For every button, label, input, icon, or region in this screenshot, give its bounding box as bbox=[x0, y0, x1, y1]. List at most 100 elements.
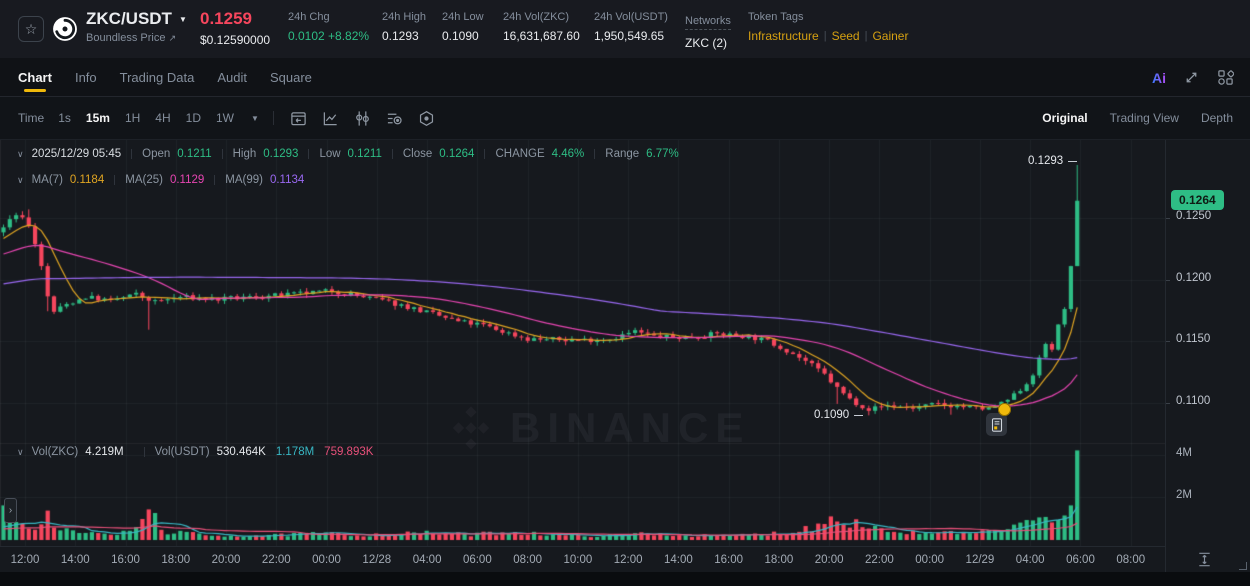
time-tick-label: 12/28 bbox=[362, 554, 392, 566]
time-tick-label: 20:00 bbox=[814, 554, 844, 566]
indicator-settings-icon[interactable] bbox=[386, 110, 403, 127]
price-tick-mark bbox=[1166, 218, 1170, 219]
tab-chart[interactable]: Chart bbox=[18, 58, 52, 96]
last-price-badge: 0.1264 bbox=[1171, 190, 1224, 210]
pair-name: ZKC/USDT bbox=[86, 9, 172, 28]
time-tick-label: 22:00 bbox=[865, 554, 894, 566]
time-tick-label: 22:00 bbox=[261, 554, 291, 566]
coin-logo bbox=[52, 16, 78, 42]
time-tick-label: 16:00 bbox=[714, 554, 744, 566]
price-tick-mark bbox=[1166, 341, 1170, 342]
last-price-usd: $0.12590000 bbox=[200, 33, 271, 47]
event-marker-dot[interactable] bbox=[998, 403, 1011, 416]
chevron-down-icon: ▼ bbox=[178, 14, 187, 24]
ai-assistant-icon[interactable]: Ai bbox=[1152, 69, 1166, 86]
time-tick-label: 04:00 bbox=[1015, 554, 1045, 566]
tab-audit[interactable]: Audit bbox=[217, 69, 247, 85]
time-tick-label: 12/29 bbox=[965, 554, 995, 566]
tab-trading-data[interactable]: Trading Data bbox=[119, 69, 195, 85]
stat-24h-vol-zkc: 24h Vol(ZKC) 16,631,687.60 bbox=[503, 11, 580, 43]
resize-corner-handle[interactable] bbox=[1239, 562, 1247, 570]
time-tick-label: 08:00 bbox=[1116, 554, 1146, 566]
time-tick-label: 14:00 bbox=[663, 554, 693, 566]
volume-tick-label: 2M bbox=[1176, 489, 1192, 501]
pair-header: ☆ ZKC/USDT ▼ Boundless Price ↗ 0.1259 $0… bbox=[0, 0, 1250, 58]
axis-autofit-icon[interactable] bbox=[1196, 551, 1213, 573]
tab-square[interactable]: Square bbox=[269, 69, 312, 85]
price-tick-mark bbox=[1166, 403, 1170, 404]
networks-info: Networks ZKC (2) bbox=[685, 15, 731, 50]
candlestick-chart-canvas[interactable] bbox=[0, 140, 1165, 546]
stat-24h-low: 24h Low 0.1090 bbox=[442, 11, 484, 43]
interval-15m[interactable]: 15m bbox=[85, 111, 110, 125]
pane-expand-button[interactable]: › bbox=[4, 498, 17, 523]
time-tick-label: 16:00 bbox=[111, 554, 140, 566]
view-depth[interactable]: Depth bbox=[1200, 111, 1233, 125]
time-tick-label: 04:00 bbox=[412, 554, 442, 566]
chart-toolbar: Time 1s 15m 1H 4H 1D 1W ▼ Original Tradi… bbox=[0, 97, 1250, 140]
star-icon: ☆ bbox=[24, 20, 38, 37]
bottom-panel-edge bbox=[0, 572, 1250, 586]
stat-24h-high: 24h High 0.1293 bbox=[382, 11, 427, 43]
interval-4h[interactable]: 4H bbox=[155, 111, 171, 125]
news-event-icon[interactable] bbox=[986, 413, 1007, 436]
tab-info[interactable]: Info bbox=[74, 69, 97, 85]
price-tick-label: 0.1150 bbox=[1176, 333, 1211, 346]
widgets-grid-icon[interactable] bbox=[1217, 69, 1234, 86]
section-tabs: Chart Info Trading Data Audit Square bbox=[0, 58, 1250, 97]
price-tick-mark bbox=[1166, 280, 1170, 281]
jump-to-date-icon[interactable] bbox=[290, 110, 307, 127]
time-axis[interactable]: 12:00 14:00 16:00 18:00 20:00 22:00 00:00 12/28… bbox=[0, 546, 1165, 572]
time-tick-label: 00:00 bbox=[915, 554, 945, 566]
collapse-ma-icon[interactable]: ∨ bbox=[17, 174, 24, 185]
time-tick-label: 14:00 bbox=[60, 554, 90, 566]
tag-infrastructure[interactable]: Infrastructure bbox=[748, 29, 819, 43]
price-tick-label: 0.1200 bbox=[1176, 271, 1212, 284]
time-tick-label: 00:00 bbox=[312, 554, 341, 566]
chart-settings-icon[interactable] bbox=[418, 110, 435, 127]
view-original[interactable]: Original bbox=[1042, 111, 1088, 125]
collapse-ohlc-icon[interactable]: ∨ bbox=[17, 148, 24, 159]
time-tick-label: 20:00 bbox=[211, 554, 241, 566]
token-fullname-link[interactable]: Boundless Price ↗ bbox=[86, 32, 177, 44]
pair-selector[interactable]: ZKC/USDT ▼ bbox=[86, 9, 187, 29]
time-tick-label: 10:00 bbox=[563, 554, 593, 566]
collapse-volume-icon[interactable]: ∨ bbox=[17, 446, 24, 457]
interval-1w[interactable]: 1W bbox=[215, 111, 234, 125]
price-tick-label: 0.1250 bbox=[1176, 210, 1212, 222]
tag-seed[interactable]: Seed bbox=[831, 29, 860, 43]
chart-style-icon[interactable] bbox=[322, 110, 339, 127]
tab-right-icons: Ai bbox=[1152, 58, 1234, 97]
more-intervals-caret[interactable]: ▼ bbox=[250, 113, 259, 123]
external-link-icon: ↗ bbox=[168, 33, 177, 43]
interval-1h[interactable]: 1H bbox=[124, 111, 141, 125]
time-tick-label: 06:00 bbox=[462, 554, 492, 566]
token-tags: Token Tags Infrastructure | Seed | Gaine… bbox=[748, 11, 909, 43]
price-block: 0.1259 $0.12590000 bbox=[200, 9, 270, 47]
chart-view-switch: Original Trading View Depth bbox=[1042, 111, 1233, 125]
price-tick-label: 0.1100 bbox=[1176, 394, 1211, 407]
tag-gainer[interactable]: Gainer bbox=[872, 29, 909, 43]
time-tick-label: 08:00 bbox=[513, 554, 542, 566]
view-tradingview[interactable]: Trading View bbox=[1109, 111, 1179, 125]
favorite-star-button[interactable]: ☆ bbox=[18, 16, 44, 42]
time-tick-label: 18:00 bbox=[764, 554, 794, 566]
pair-block: ZKC/USDT ▼ Boundless Price ↗ bbox=[86, 9, 187, 44]
time-tick-label: 06:00 bbox=[1066, 554, 1095, 566]
last-price: 0.1259 bbox=[200, 9, 252, 28]
stat-24h-change: 24h Chg 0.0102 +8.82% bbox=[288, 11, 370, 43]
time-label: Time bbox=[18, 111, 45, 125]
time-tick-label: 12:00 bbox=[10, 554, 40, 566]
stat-24h-vol-usdt: 24h Vol(USDT) 1,950,549.65 bbox=[594, 11, 668, 43]
interval-1s[interactable]: 1s bbox=[58, 111, 71, 125]
networks-value[interactable]: ZKC (2) bbox=[685, 36, 727, 50]
time-tick-label: 12:00 bbox=[613, 554, 643, 566]
volume-tick-label: 4M bbox=[1176, 447, 1192, 459]
time-tick-label: 18:00 bbox=[161, 554, 191, 566]
interval-1d[interactable]: 1D bbox=[185, 111, 201, 125]
fullscreen-expand-icon[interactable] bbox=[1184, 70, 1199, 85]
price-axis[interactable]: 0.1264 0.1250 0.1200 0.1150 0.1100 4M 2M bbox=[1165, 140, 1250, 572]
compare-overlay-icon[interactable] bbox=[354, 110, 371, 127]
